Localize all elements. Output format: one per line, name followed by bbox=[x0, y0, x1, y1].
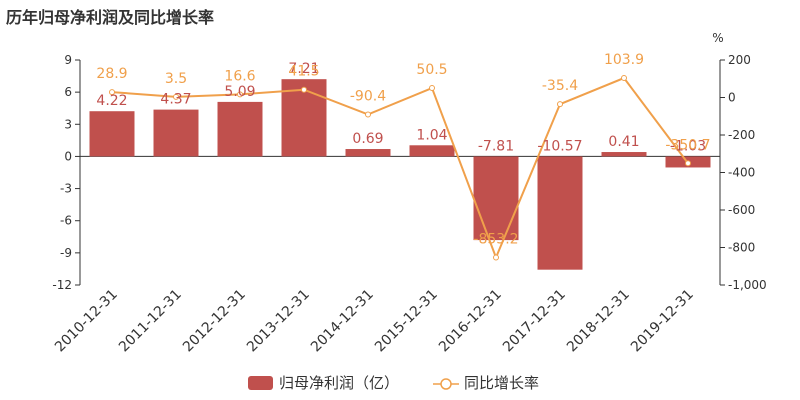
x-tick-label: 2010-12-31 bbox=[52, 287, 121, 356]
x-tick-label: 2016-12-31 bbox=[436, 287, 505, 356]
x-tick-label: 2019-12-31 bbox=[628, 287, 697, 356]
left-tick-label: 9 bbox=[64, 53, 72, 67]
axes-group: 9 6 3 0 -3 -6 -9 -12 200 0 -200 -400 -600 -800 -1,000% bbox=[52, 31, 766, 292]
bar bbox=[89, 111, 135, 157]
left-tick-label: -6 bbox=[60, 214, 72, 228]
x-tick-label: 2017-12-31 bbox=[500, 287, 569, 356]
growth-value-label: 103.9 bbox=[604, 52, 644, 68]
legend-line-marker bbox=[440, 378, 452, 390]
legend-bar-label: 归母净利润（亿） bbox=[279, 374, 399, 392]
bar-value-label: 4.37 bbox=[160, 92, 191, 108]
growth-value-label: -35.4 bbox=[542, 78, 578, 94]
chart-title: 历年归母净利润及同比增长率 bbox=[6, 8, 215, 27]
growth-point bbox=[301, 86, 307, 93]
bars-group bbox=[89, 79, 711, 270]
growth-value-label: -350.7 bbox=[665, 137, 710, 153]
left-tick-label: -12 bbox=[52, 278, 72, 292]
bar-value-label: 1.04 bbox=[416, 127, 447, 143]
growth-point bbox=[685, 160, 691, 167]
bar bbox=[601, 152, 647, 157]
x-tick-label: 2013-12-31 bbox=[244, 287, 313, 356]
x-tick-label: 2011-12-31 bbox=[116, 287, 185, 356]
growth-point bbox=[493, 254, 499, 261]
bar-value-label: 4.22 bbox=[96, 93, 127, 109]
legend: 归母净利润（亿） 同比增长率 bbox=[248, 374, 539, 392]
bar-value-label: 0.41 bbox=[608, 134, 639, 150]
growth-value-label: 50.5 bbox=[416, 62, 447, 78]
growth-line bbox=[111, 76, 689, 261]
bar-value-label: 7.21 bbox=[288, 61, 319, 77]
growth-value-label: 16.6 bbox=[224, 68, 255, 84]
bar-value-label: -10.57 bbox=[537, 138, 582, 154]
growth-point bbox=[621, 75, 627, 82]
right-tick-label: -600 bbox=[728, 203, 755, 217]
bar-value-label: 5.09 bbox=[224, 84, 255, 100]
bar bbox=[473, 156, 519, 241]
right-tick-label: 0 bbox=[728, 91, 736, 105]
right-tick-label: -1,000 bbox=[728, 278, 767, 292]
left-tick-label: -3 bbox=[60, 182, 72, 196]
bar bbox=[217, 101, 263, 157]
bar bbox=[345, 149, 391, 157]
left-tick-label: 3 bbox=[64, 117, 72, 131]
bar bbox=[409, 145, 455, 157]
bar-value-label: -1.03 bbox=[670, 138, 706, 154]
growth-point bbox=[237, 91, 243, 98]
growth-value-label: 3.5 bbox=[165, 71, 187, 87]
growth-point bbox=[429, 85, 435, 92]
growth-point bbox=[173, 93, 179, 100]
x-tick-label: 2014-12-31 bbox=[308, 287, 377, 356]
x-tick-labels-group: 2010-12-312011-12-312012-12-312013-12-31… bbox=[52, 287, 697, 356]
right-axis-unit: % bbox=[712, 31, 723, 45]
growth-value-label: 28.9 bbox=[96, 66, 127, 82]
bar bbox=[537, 156, 583, 270]
left-tick-label: 0 bbox=[64, 149, 72, 163]
right-tick-label: -200 bbox=[728, 128, 755, 142]
growth-point bbox=[109, 89, 115, 96]
right-tick-label: -400 bbox=[728, 166, 755, 180]
growth-value-label: -853.2 bbox=[473, 231, 518, 247]
growth-point bbox=[557, 101, 563, 108]
growth-value-label: -90.4 bbox=[350, 88, 386, 104]
right-tick-label: -800 bbox=[728, 241, 755, 255]
x-tick-label: 2015-12-31 bbox=[372, 287, 441, 356]
data-labels-group: 4.22 4.37 5.09 7.21 0.69 1.04 -7.81 -10.57 0.41 -… bbox=[96, 52, 710, 247]
growth-line-group bbox=[109, 75, 691, 261]
bar-value-label: -7.81 bbox=[478, 138, 514, 154]
growth-point bbox=[365, 111, 371, 118]
legend-line-label: 同比增长率 bbox=[464, 374, 539, 392]
bar bbox=[153, 109, 199, 157]
bar-value-label: 0.69 bbox=[352, 131, 383, 147]
growth-value-label: 41.5 bbox=[288, 64, 319, 80]
x-tick-label: 2018-12-31 bbox=[564, 287, 633, 356]
left-tick-label: 6 bbox=[64, 85, 72, 99]
x-tick-label: 2012-12-31 bbox=[180, 287, 249, 356]
right-tick-label: 200 bbox=[728, 53, 751, 67]
left-tick-label: -9 bbox=[60, 246, 72, 260]
legend-bar-swatch bbox=[248, 376, 273, 390]
